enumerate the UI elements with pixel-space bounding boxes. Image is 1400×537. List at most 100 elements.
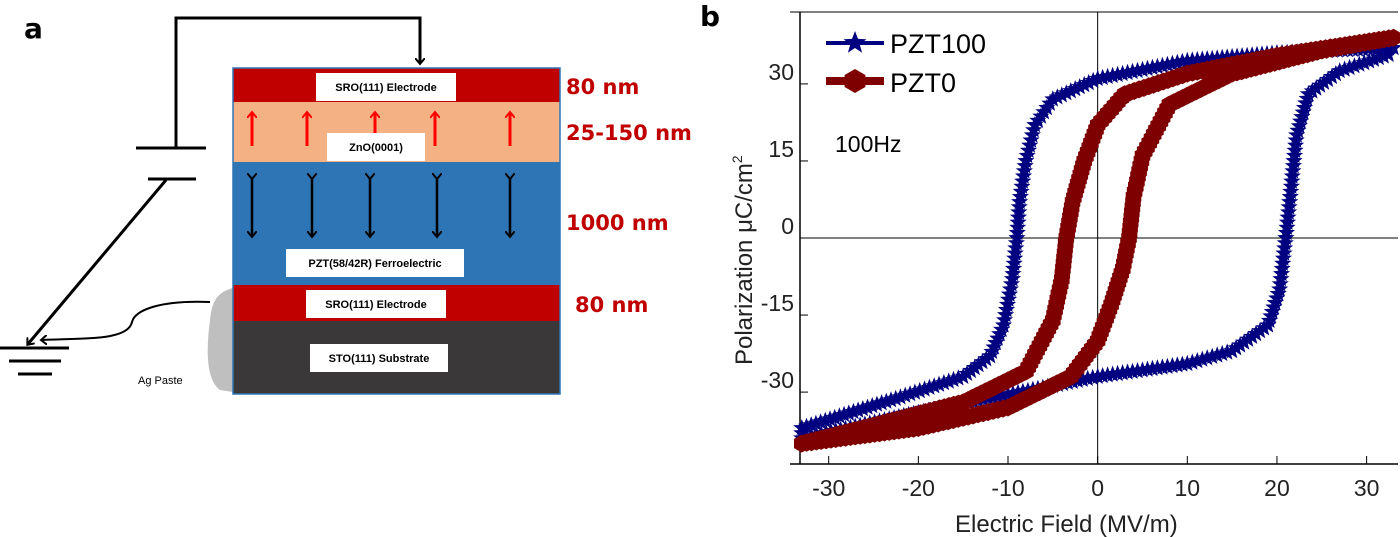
data-point — [1251, 322, 1269, 339]
data-point — [983, 342, 1001, 359]
data-point — [1271, 275, 1289, 292]
data-point — [1279, 208, 1297, 225]
data-point — [1183, 353, 1201, 370]
data-point — [1287, 131, 1305, 148]
data-point — [1276, 239, 1294, 256]
data-point — [1285, 152, 1303, 169]
data-point — [1021, 136, 1039, 153]
data-point — [1278, 218, 1296, 235]
data-point — [1311, 76, 1329, 93]
data-point — [981, 347, 999, 364]
data-point — [1227, 339, 1245, 356]
data-point — [1223, 342, 1241, 359]
data-point — [1299, 85, 1317, 102]
data-point — [1336, 60, 1354, 77]
data-point — [1327, 65, 1345, 82]
data-point — [1276, 234, 1294, 251]
series-pzt100 — [793, 39, 1400, 446]
x-tick-label: 20 — [1264, 475, 1290, 501]
data-point — [999, 385, 1017, 402]
x-tick-label: -10 — [991, 475, 1024, 501]
data-point — [1284, 157, 1302, 174]
layer-label-sro-top: SRO(111) Electrode — [335, 82, 437, 94]
data-point — [1280, 198, 1298, 215]
data-point — [1283, 167, 1301, 184]
data-point — [1035, 103, 1053, 120]
data-point — [1323, 67, 1341, 85]
data-point — [989, 329, 1007, 346]
data-point — [1044, 90, 1062, 107]
polarization-arrows-pzt — [252, 178, 510, 236]
data-point — [1287, 136, 1305, 153]
data-point — [1273, 265, 1291, 282]
data-point — [1239, 330, 1257, 347]
data-point — [1074, 370, 1092, 387]
data-point — [985, 338, 1003, 355]
data-point — [1188, 352, 1206, 369]
hysteresis-chart: -30 -20 -10 0 10 20 30 -30 -15 0 15 30 — [761, 11, 1400, 501]
layer-label-zno: ZnO(0001) — [349, 142, 403, 154]
data-point — [1319, 70, 1337, 87]
panel-b-label: b — [700, 0, 720, 33]
y-tick-label: -15 — [761, 290, 794, 316]
data-point — [993, 320, 1011, 337]
data-point — [1038, 98, 1056, 116]
data-point — [1014, 382, 1032, 399]
data-point — [1193, 350, 1211, 367]
layer-label-pzt: PZT(58/42R) Ferroelectric — [308, 258, 441, 270]
x-tick-label: -30 — [812, 475, 845, 501]
legend-label-pzt0: PZT0 — [890, 68, 956, 98]
y-axis-label: Polarization μC/cm2 — [729, 155, 758, 365]
y-tick-label: 15 — [768, 136, 794, 162]
data-point — [1243, 327, 1261, 344]
circuit — [0, 16, 420, 376]
data-point — [1022, 131, 1040, 148]
data-point — [1208, 346, 1226, 363]
data-point — [1375, 47, 1393, 64]
data-point — [1283, 172, 1301, 189]
data-point — [1041, 94, 1059, 111]
panel-a-label: a — [24, 12, 43, 45]
data-point — [1247, 324, 1265, 342]
thickness-zno: 25-150 nm — [566, 121, 692, 145]
data-point — [1079, 369, 1097, 386]
x-tick-label: -20 — [902, 475, 935, 501]
annotation-frequency: 100Hz — [835, 131, 901, 157]
ag-paste-label: Ag Paste — [138, 375, 183, 387]
data-point — [1279, 213, 1297, 230]
data-point — [1277, 223, 1295, 241]
data-point — [970, 355, 988, 373]
data-point — [1350, 55, 1368, 72]
data-point — [1280, 203, 1298, 220]
data-point — [1274, 254, 1292, 271]
data-point — [1274, 249, 1292, 266]
ground-icon — [0, 346, 69, 376]
data-point — [1365, 50, 1383, 67]
data-point — [966, 358, 984, 376]
data-point — [973, 353, 991, 370]
x-axis-label: Electric Field (MV/m) — [955, 511, 1178, 537]
data-point — [1360, 52, 1378, 69]
data-point — [958, 364, 976, 381]
data-point — [995, 316, 1013, 333]
data-point — [1235, 333, 1253, 350]
data-point — [1213, 344, 1231, 362]
y-tick-label: -30 — [761, 367, 794, 393]
y-tick-label: 0 — [781, 213, 794, 239]
data-point — [1355, 53, 1373, 71]
data-point — [1029, 111, 1047, 128]
data-point — [994, 386, 1012, 403]
data-point — [1255, 319, 1273, 336]
data-point — [962, 361, 980, 379]
data-point — [1370, 49, 1388, 66]
thickness-pzt: 1000 nm — [566, 211, 669, 235]
data-point — [1286, 146, 1304, 164]
layer-stack: SRO(111) Electrode ZnO(0001) PZT(58/42R)… — [232, 67, 561, 395]
data-point — [1282, 182, 1300, 200]
data-point — [1380, 29, 1397, 48]
data-point — [1084, 368, 1102, 385]
data-point — [977, 350, 995, 367]
data-point — [1032, 107, 1050, 124]
data-point — [1275, 244, 1293, 261]
